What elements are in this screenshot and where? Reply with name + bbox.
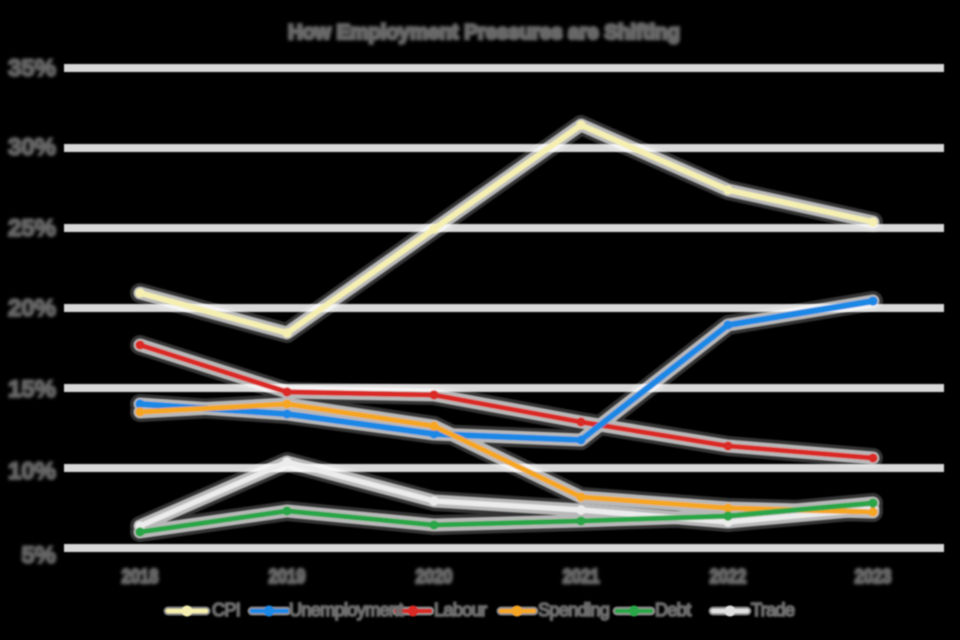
svg-text:CPI: CPI: [212, 600, 240, 620]
svg-text:2020: 2020: [416, 566, 453, 588]
svg-text:10%: 10%: [8, 458, 56, 485]
svg-text:30%: 30%: [8, 134, 56, 161]
svg-text:2021: 2021: [563, 566, 600, 588]
svg-text:2018: 2018: [122, 566, 159, 588]
svg-text:15%: 15%: [8, 376, 56, 403]
svg-text:5%: 5%: [21, 542, 56, 569]
svg-text:Spending: Spending: [538, 600, 609, 620]
svg-text:Unemployment: Unemployment: [289, 600, 403, 620]
svg-text:25%: 25%: [8, 215, 56, 242]
svg-text:2023: 2023: [855, 566, 892, 588]
svg-text:20%: 20%: [8, 295, 56, 322]
svg-text:How Employment Pressures are S: How Employment Pressures are Shifting: [288, 20, 680, 44]
svg-text:2022: 2022: [710, 566, 747, 588]
svg-text:2019: 2019: [269, 566, 306, 588]
svg-text:Labour: Labour: [434, 600, 487, 620]
svg-text:35%: 35%: [8, 55, 56, 82]
svg-text:Trade: Trade: [751, 600, 795, 620]
svg-text:Debt: Debt: [655, 600, 691, 620]
